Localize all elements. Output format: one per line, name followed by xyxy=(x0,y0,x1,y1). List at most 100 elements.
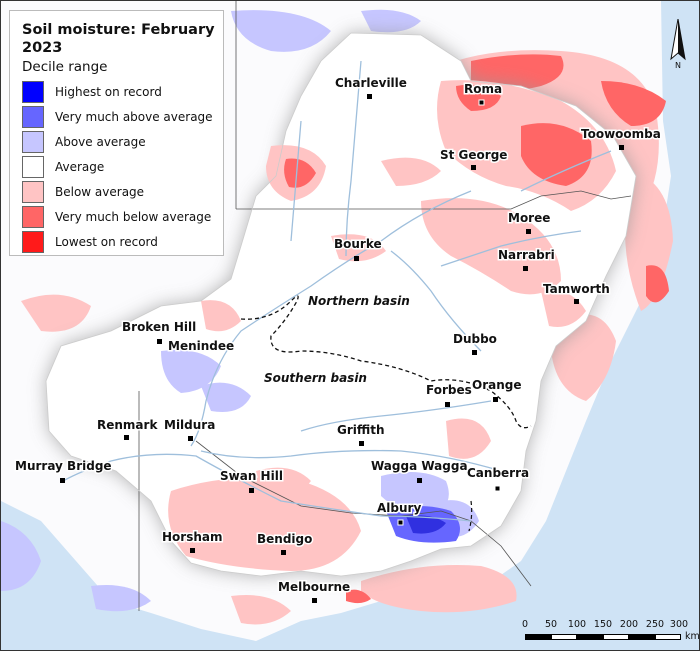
patch-very-below xyxy=(646,265,669,303)
basin-divider xyxy=(240,295,532,429)
town-label-roma: Roma xyxy=(464,82,502,96)
legend-label: Below average xyxy=(55,184,145,199)
patch-highest xyxy=(406,515,446,534)
legend-item-lowest: Lowest on record xyxy=(22,229,215,254)
town-label-st-george: St George xyxy=(440,148,507,162)
patch-below-average xyxy=(361,565,517,613)
river-darling xyxy=(190,190,472,447)
town-label-horsham: Horsham xyxy=(162,530,223,544)
town-label-narrabri: Narrabri xyxy=(498,248,555,262)
legend-item-very-much-above: Very much above average xyxy=(22,104,215,129)
town-label-wagga-wagga: Wagga Wagga xyxy=(371,459,468,473)
town-label-bendigo: Bendigo xyxy=(257,532,312,546)
town-marker-bendigo[interactable] xyxy=(281,550,286,555)
town-marker-griffith[interactable] xyxy=(359,441,364,446)
legend-swatch xyxy=(22,155,44,178)
patch-above-average xyxy=(91,585,151,612)
town-marker-swan-hill[interactable] xyxy=(249,488,254,493)
scale-tick: 150 xyxy=(593,619,613,630)
town-label-charleville: Charleville xyxy=(335,76,407,90)
town-label-albury: Albury xyxy=(377,501,421,515)
legend-swatch xyxy=(22,105,44,128)
legend-subtitle: Decile range xyxy=(22,59,108,75)
town-marker-renmark[interactable] xyxy=(124,435,129,440)
town-label-dubbo: Dubbo xyxy=(453,332,497,346)
town-label-bourke: Bourke xyxy=(334,237,382,251)
scale-unit: km xyxy=(685,631,700,642)
patch-very-below xyxy=(601,81,666,126)
legend-label: Very much below average xyxy=(55,209,212,224)
legend-label: Highest on record xyxy=(55,84,162,99)
scale-segment xyxy=(577,634,603,640)
northern-basin-label: Northern basin xyxy=(308,294,410,308)
town-marker-horsham[interactable] xyxy=(190,548,195,553)
scale-bar: 0 50 100 150 200 250 300 km xyxy=(519,619,699,647)
river-warrego xyxy=(345,60,362,257)
legend-swatch xyxy=(22,230,44,253)
patch-very-below xyxy=(456,84,501,111)
town-marker-forbes[interactable] xyxy=(445,402,450,407)
scale-tick: 300 xyxy=(669,619,689,630)
legend-label: Average xyxy=(55,159,105,174)
town-marker-bourke[interactable] xyxy=(354,256,359,261)
town-marker-melbourne[interactable] xyxy=(312,598,317,603)
town-label-melbourne: Melbourne xyxy=(278,580,350,594)
patch-above-average xyxy=(201,382,251,412)
town-marker-broken-hill[interactable] xyxy=(157,339,162,344)
town-label-moree: Moree xyxy=(508,211,550,225)
legend-label: Above average xyxy=(55,134,146,149)
ocean xyxy=(521,201,699,650)
legend-item-above: Above average xyxy=(22,129,215,154)
legend-item-average: Average xyxy=(22,154,215,179)
town-marker-moree[interactable] xyxy=(526,229,531,234)
river-condamine xyxy=(520,150,612,192)
scale-tick: 200 xyxy=(619,619,639,630)
town-marker-charleville[interactable] xyxy=(367,94,372,99)
town-marker-tamworth[interactable] xyxy=(574,299,579,304)
patch-very-below xyxy=(521,123,592,186)
town-label-broken-hill: Broken Hill xyxy=(122,320,196,334)
patch-above-average xyxy=(381,472,449,516)
town-marker-roma[interactable] xyxy=(478,99,485,106)
patch-below-average xyxy=(256,467,311,497)
patch-above-average xyxy=(1,521,41,591)
town-label-canberra: Canberra xyxy=(467,466,529,480)
legend-label: Lowest on record xyxy=(55,234,158,249)
southern-basin-label: Southern basin xyxy=(264,371,367,385)
legend-swatch xyxy=(22,130,44,153)
town-markers: Charleville Roma Toowoomba St George Mor… xyxy=(14,75,662,603)
river-murray xyxy=(62,453,472,522)
legend-item-highest: Highest on record xyxy=(22,79,215,104)
town-label-orange: Orange xyxy=(472,378,522,392)
legend-item-very-much-below: Very much below average xyxy=(22,204,215,229)
basin-divider-east xyxy=(468,500,473,532)
town-marker-orange[interactable] xyxy=(493,397,498,402)
patch-below-average xyxy=(21,294,91,332)
legend-label: Very much above average xyxy=(55,109,213,124)
town-marker-st-george[interactable] xyxy=(471,165,476,170)
town-marker-narrabri[interactable] xyxy=(523,266,528,271)
scale-tick: 100 xyxy=(567,619,587,630)
rivers xyxy=(62,60,612,522)
town-marker-toowoomba[interactable] xyxy=(619,145,624,150)
town-marker-dubbo[interactable] xyxy=(472,350,477,355)
town-label-griffith: Griffith xyxy=(337,423,385,437)
town-marker-albury[interactable] xyxy=(397,519,404,526)
patch-below-average xyxy=(331,234,386,262)
scale-segment xyxy=(629,634,655,640)
town-marker-mildura[interactable] xyxy=(188,436,193,441)
legend-swatch xyxy=(22,180,44,203)
town-label-swan-hill: Swan Hill xyxy=(220,469,283,483)
river-murrumbidgee xyxy=(200,449,502,472)
town-marker-murray-bridge[interactable] xyxy=(60,478,65,483)
town-marker-canberra[interactable] xyxy=(494,485,501,492)
town-label-murray-bridge: Murray Bridge xyxy=(15,459,112,473)
town-label-mildura: Mildura xyxy=(164,418,215,432)
north-letter: N xyxy=(675,61,681,69)
patch-very-below xyxy=(284,158,316,188)
patch-above-average xyxy=(161,350,221,393)
patch-below-average xyxy=(381,157,441,186)
town-marker-wagga-wagga[interactable] xyxy=(417,478,422,483)
